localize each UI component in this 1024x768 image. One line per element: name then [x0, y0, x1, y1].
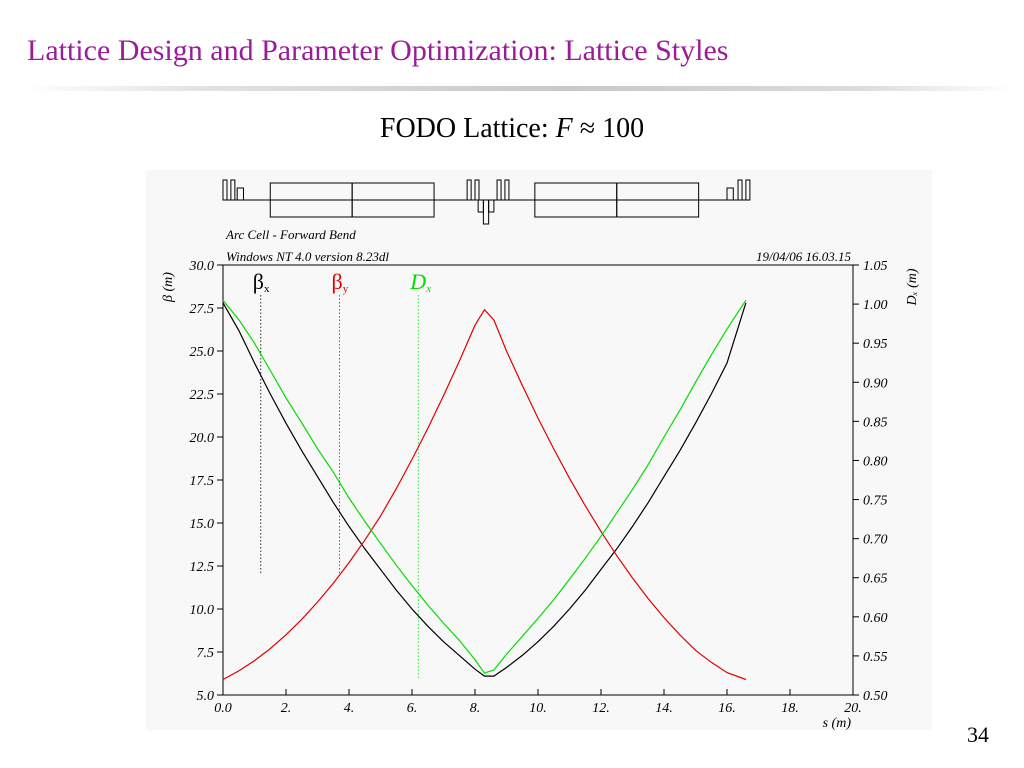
x-tick-label: 12.: [592, 701, 610, 716]
chart-heading-variable: F: [555, 113, 573, 144]
lattice-marker: [230, 179, 236, 201]
chart-header-date: 19/04/06 16.03.15: [756, 249, 851, 264]
lattice-marker: [222, 179, 228, 201]
slide-title: Lattice Design and Parameter Optimizatio…: [27, 34, 729, 67]
x-tick-label: 0.0: [214, 701, 232, 716]
chart-header-line-1: Arc Cell - Forward Bend: [225, 227, 356, 242]
y-right-tick-label: 1.00: [863, 298, 888, 313]
y-right-tick-label: 0.50: [863, 689, 888, 704]
chart-heading: FODO Lattice: F ≈ 100: [0, 113, 1024, 145]
y-right-tick-label: 1.05: [863, 259, 888, 274]
y-right-tick-label: 0.85: [863, 415, 888, 430]
lattice-marker: [466, 179, 472, 201]
y-left-tick-label: 20.0: [190, 431, 215, 446]
y-left-axis-label: β (m): [161, 272, 176, 303]
x-tick-label: 14.: [655, 701, 673, 716]
lattice-dipole: [351, 182, 435, 218]
plot-frame: [222, 264, 854, 696]
y-right-tick-label: 0.60: [863, 611, 888, 626]
chart-heading-prefix: FODO Lattice:: [379, 113, 556, 144]
series-line-βy: [222, 308, 747, 681]
lattice-quad-part: [488, 199, 495, 213]
x-tick-label: 20.: [844, 701, 862, 716]
y-left-tick-label: 15.0: [190, 517, 215, 532]
x-tick-label: 18.: [781, 701, 799, 716]
y-right-tick-label: 0.55: [863, 650, 888, 665]
chart-heading-suffix: ≈ 100: [572, 113, 645, 144]
x-tick-label: 2.: [281, 701, 292, 716]
x-tick-label: 10.: [529, 701, 547, 716]
lattice-marker: [737, 179, 743, 201]
y-right-tick-label: 0.95: [863, 337, 888, 352]
title-divider: [22, 86, 1012, 91]
x-axis-label: s (m): [823, 716, 852, 730]
y-left-tick-label: 10.0: [190, 603, 215, 618]
lattice-marker: [745, 179, 751, 201]
legend-entry: Dx: [409, 269, 431, 295]
x-tick-label: 8.: [470, 701, 481, 716]
lattice-function-chart: Arc Cell - Forward Bend Windows NT 4.0 ve…: [161, 179, 920, 730]
y-right-tick-label: 0.75: [863, 494, 888, 509]
y-left-tick-label: 5.0: [197, 689, 215, 704]
lattice-marker: [474, 179, 480, 201]
y-left-tick-label: 25.0: [190, 345, 215, 360]
lattice-sextupole: [726, 187, 734, 201]
lattice-marker: [496, 179, 502, 201]
lattice-marker: [504, 179, 510, 201]
legend-entry: βx: [253, 269, 270, 295]
y-right-tick-label: 0.90: [863, 376, 888, 391]
x-tick-label: 4.: [344, 701, 355, 716]
y-left-tick-label: 22.5: [190, 388, 215, 403]
y-left-tick-label: 12.5: [190, 560, 215, 575]
series-line-Dx: [222, 299, 747, 674]
legend-entry: βy: [332, 269, 349, 295]
page-number: 34: [967, 722, 989, 747]
y-right-tick-label: 0.70: [863, 533, 888, 548]
y-left-tick-label: 7.5: [197, 646, 215, 661]
lattice-quad-part: [482, 199, 490, 225]
plot-panel: Arc Cell - Forward Bend Windows NT 4.0 ve…: [146, 170, 932, 730]
y-left-tick-label: 30.0: [189, 259, 215, 274]
lattice-sextupole: [236, 187, 244, 201]
series-line-βx: [222, 302, 747, 677]
x-tick-label: 16.: [718, 701, 736, 716]
y-right-axis-label: Dₓ (m): [905, 268, 920, 306]
y-left-tick-label: 27.5: [190, 302, 215, 317]
y-left-tick-label: 17.5: [190, 474, 215, 489]
lattice-dipole: [616, 182, 700, 218]
y-right-tick-label: 0.65: [863, 572, 888, 587]
lattice-quad-part: [477, 199, 484, 213]
x-tick-label: 6.: [407, 701, 418, 716]
chart-header-line-2: Windows NT 4.0 version 8.23dl: [226, 249, 389, 264]
y-right-tick-label: 0.80: [863, 454, 888, 469]
